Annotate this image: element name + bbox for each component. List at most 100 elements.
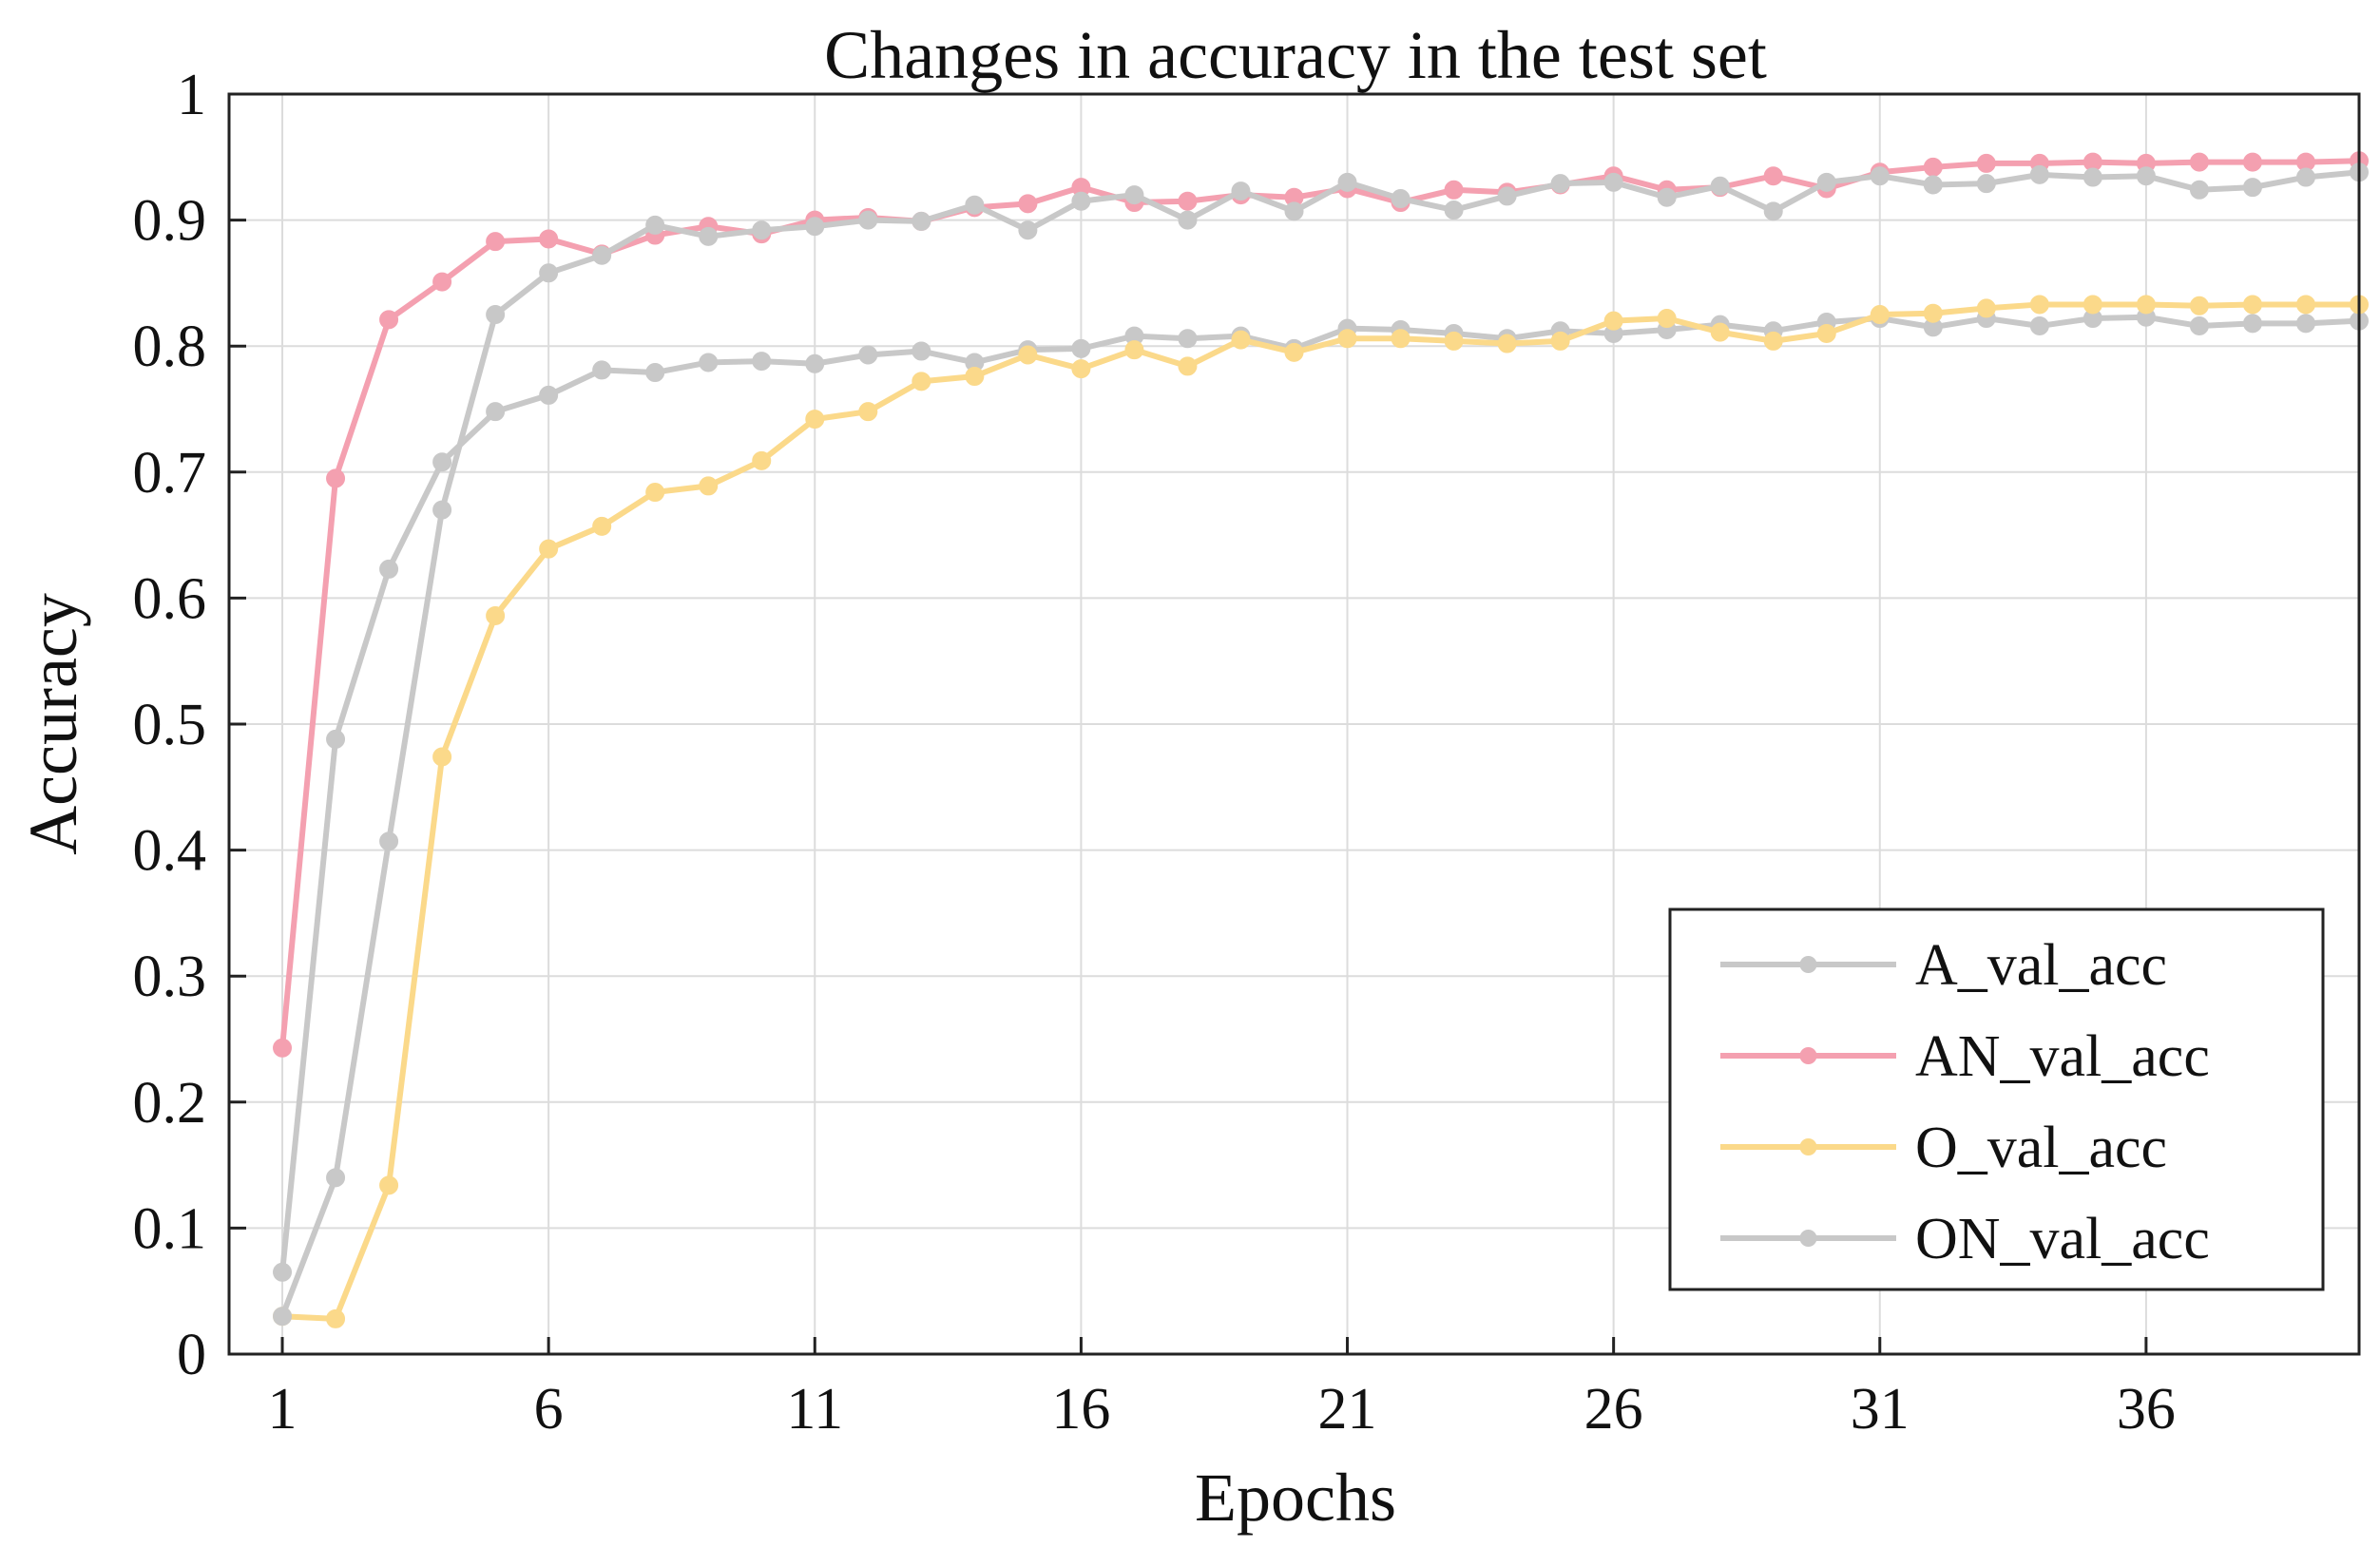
y-tick-label: 0.8: [133, 315, 207, 379]
data-point-o-val-acc: [912, 372, 931, 392]
data-point-a-val-acc: [432, 452, 452, 472]
legend-label: O_val_acc: [1915, 1116, 2167, 1180]
data-point-o-val-acc: [2242, 295, 2262, 315]
data-point-a-val-acc: [752, 352, 772, 372]
data-point-on-val-acc: [1550, 174, 1570, 194]
data-point-on-val-acc: [2189, 180, 2209, 200]
data-point-o-val-acc: [1816, 323, 1836, 343]
data-point-o-val-acc: [1550, 331, 1570, 351]
data-point-on-val-acc: [273, 1307, 293, 1327]
data-point-on-val-acc: [1071, 191, 1091, 211]
legend-swatch-marker: [1799, 1047, 1817, 1064]
data-point-o-val-acc: [805, 410, 825, 430]
data-point-on-val-acc: [1391, 189, 1411, 209]
data-point-o-val-acc: [1124, 340, 1144, 360]
data-point-on-val-acc: [1870, 166, 1890, 186]
legend-label: A_val_acc: [1915, 933, 2167, 998]
data-point-o-val-acc: [752, 450, 772, 470]
data-point-o-val-acc: [2029, 295, 2049, 315]
data-point-an-val-acc: [1976, 153, 1996, 173]
data-point-o-val-acc: [1710, 322, 1730, 342]
data-point-an-val-acc: [326, 468, 346, 488]
data-point-on-val-acc: [645, 215, 665, 235]
data-point-a-val-acc: [1071, 338, 1091, 358]
data-point-on-val-acc: [1178, 210, 1198, 230]
data-point-a-val-acc: [326, 729, 346, 749]
series-line-an-val-acc: [279, 158, 2362, 1051]
data-point-on-val-acc: [2242, 178, 2262, 198]
y-tick-label: 0.9: [133, 189, 207, 254]
data-point-an-val-acc: [1923, 157, 1943, 177]
x-tick-label: 16: [1051, 1377, 1110, 1442]
data-point-o-val-acc: [2189, 296, 2209, 315]
legend-swatch-marker: [1799, 1230, 1817, 1247]
data-point-on-val-acc: [2029, 164, 2049, 184]
data-point-on-val-acc: [1923, 175, 1943, 195]
data-point-o-val-acc: [1497, 334, 1517, 353]
data-point-an-val-acc: [2189, 152, 2209, 172]
data-point-a-val-acc: [858, 345, 878, 365]
data-point-a-val-acc: [1178, 329, 1198, 349]
data-point-o-val-acc: [379, 1175, 399, 1195]
data-point-o-val-acc: [1178, 356, 1198, 376]
data-point-on-val-acc: [1710, 176, 1730, 196]
legend-items: A_val_acc AN_val_acc O_val_acc ON_val_acc: [1720, 933, 2210, 1271]
data-point-a-val-acc: [273, 1262, 293, 1282]
series-on-val-acc: [273, 162, 2369, 1327]
data-point-on-val-acc: [1284, 201, 1304, 221]
data-point-on-val-acc: [2295, 167, 2315, 187]
data-point-a-val-acc: [645, 363, 665, 383]
data-point-on-val-acc: [1018, 220, 1038, 240]
chart-title: Changes in accuracy in the test set: [824, 17, 1767, 93]
data-point-o-val-acc: [539, 539, 559, 559]
y-tick-label: 0.5: [133, 693, 207, 757]
y-tick-label: 0.2: [133, 1071, 207, 1136]
data-point-o-val-acc: [1976, 298, 1996, 318]
data-point-o-val-acc: [858, 402, 878, 422]
data-point-on-val-acc: [858, 210, 878, 230]
data-point-an-val-acc: [1763, 166, 1783, 186]
data-point-on-val-acc: [539, 263, 559, 283]
data-point-a-val-acc: [486, 402, 506, 422]
data-point-o-val-acc: [645, 483, 665, 503]
series-line-o-val-acc: [279, 301, 2362, 1322]
data-point-on-val-acc: [699, 226, 719, 246]
data-point-o-val-acc: [326, 1308, 346, 1328]
data-point-on-val-acc: [486, 305, 506, 325]
legend-box: [1668, 907, 2325, 1291]
data-point-o-val-acc: [1231, 330, 1251, 350]
data-point-a-val-acc: [2295, 314, 2315, 334]
series-line-a-val-acc: [279, 314, 2362, 1275]
data-point-on-val-acc: [752, 220, 772, 240]
legend: A_val_acc AN_val_acc O_val_acc ON_val_acc: [1668, 907, 2325, 1291]
data-point-o-val-acc: [486, 605, 506, 625]
data-point-on-val-acc: [1657, 187, 1677, 207]
y-tick-label: 0.3: [133, 945, 207, 1009]
data-point-o-val-acc: [2082, 295, 2102, 315]
data-point-o-val-acc: [1391, 329, 1411, 349]
data-point-a-val-acc: [379, 559, 399, 579]
data-point-o-val-acc: [1870, 305, 1890, 325]
data-point-a-val-acc: [912, 341, 931, 361]
data-point-o-val-acc: [1603, 311, 1623, 331]
data-point-on-val-acc: [432, 500, 452, 520]
data-point-on-val-acc: [592, 245, 612, 265]
data-point-o-val-acc: [1071, 359, 1091, 379]
data-point-an-val-acc: [2242, 152, 2262, 172]
data-point-o-val-acc: [699, 476, 719, 496]
data-point-a-val-acc: [539, 385, 559, 405]
x-tick-label: 1: [268, 1377, 298, 1442]
data-point-o-val-acc: [1657, 309, 1677, 329]
data-point-o-val-acc: [432, 747, 452, 767]
y-tick-label: 0: [177, 1323, 206, 1387]
series-line-on-val-acc: [279, 169, 2362, 1320]
series-layer: [273, 151, 2369, 1328]
data-point-an-val-acc: [1018, 194, 1038, 214]
y-axis-label: Accuracy: [15, 593, 91, 855]
y-tick-label: 0.1: [133, 1196, 207, 1261]
data-point-on-val-acc: [2082, 167, 2102, 187]
data-point-o-val-acc: [1923, 303, 1943, 323]
data-point-an-val-acc: [1178, 191, 1198, 211]
data-point-on-val-acc: [1124, 185, 1144, 205]
